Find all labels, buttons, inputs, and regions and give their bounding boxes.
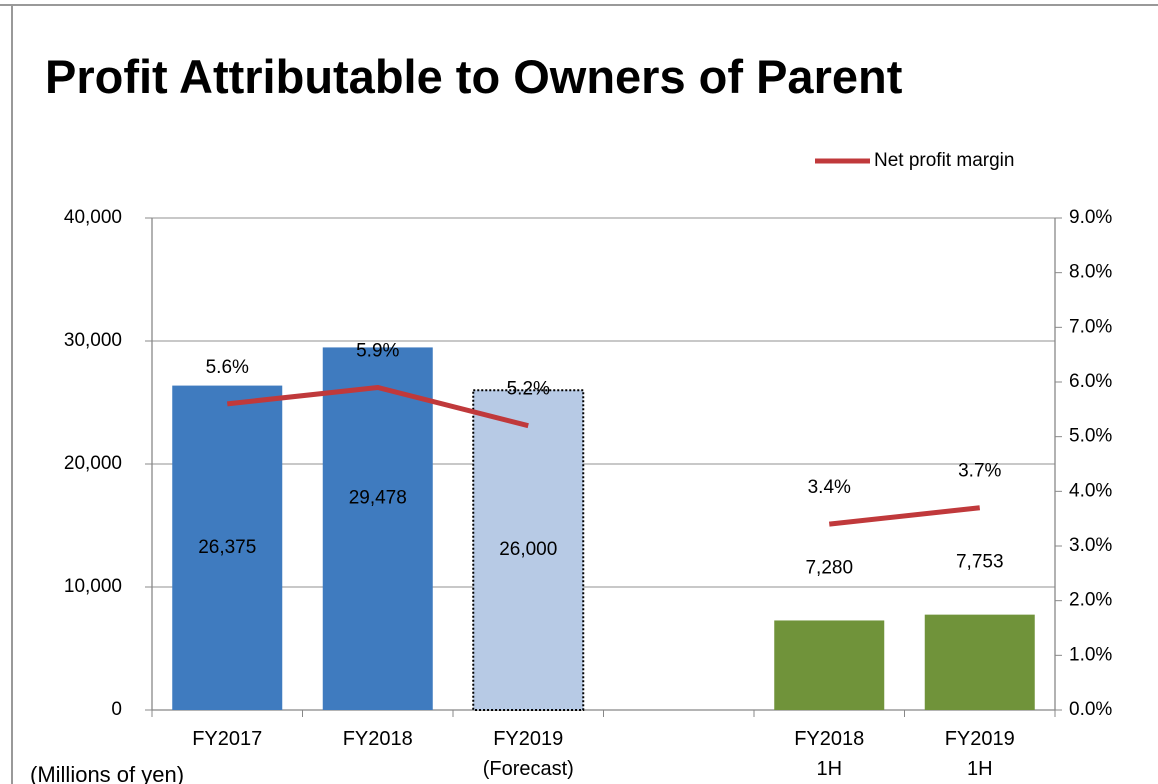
- line-value-label: 3.4%: [808, 477, 851, 498]
- bar: [924, 614, 1035, 710]
- chart-title: Profit Attributable to Owners of Parent: [45, 50, 903, 103]
- bar: [322, 347, 433, 710]
- y2-tick-label: 6.0%: [1069, 371, 1112, 392]
- bar: [774, 620, 885, 710]
- x-tick-label: FY2018 1H: [794, 728, 865, 780]
- x-tick-label: FY2019 1H: [944, 728, 1015, 780]
- line-value-label: 5.9%: [356, 340, 399, 361]
- y2-tick-label: 5.0%: [1069, 426, 1112, 447]
- y2-tick-label: 3.0%: [1069, 535, 1112, 556]
- y2-tick-label: 7.0%: [1069, 316, 1112, 337]
- x-tick-label: FY2019 (Forecast): [482, 728, 574, 780]
- y2-tick-label: 4.0%: [1069, 480, 1112, 501]
- line-value-label: 5.6%: [206, 357, 249, 378]
- bar-value-label: 26,375: [198, 537, 256, 558]
- annotation: (Millions of yen): [30, 762, 185, 784]
- line-value-label: 3.7%: [958, 461, 1001, 482]
- x-tick-label: FY2017: [192, 728, 263, 750]
- bar-value-label: 7,280: [805, 557, 853, 578]
- bar-value-label: 26,000: [499, 539, 557, 560]
- x-tick-label: FY2018: [342, 728, 413, 750]
- y2-tick-label: 0.0%: [1069, 699, 1112, 720]
- line-value-label: 5.2%: [507, 379, 550, 400]
- bar: [172, 385, 283, 710]
- line-series: [828, 505, 981, 527]
- bar: [472, 389, 585, 711]
- y-tick-label: 40,000: [64, 207, 122, 228]
- y-tick-label: 0: [111, 699, 122, 720]
- line-series: [226, 384, 529, 429]
- y2-tick-label: 2.0%: [1069, 590, 1112, 611]
- bar-value-label: 29,478: [349, 488, 407, 509]
- y-tick-label: 30,000: [64, 330, 122, 351]
- y2-tick-label: 8.0%: [1069, 262, 1112, 283]
- legend-label: Net profit margin: [874, 150, 1014, 171]
- bar-value-label: 7,753: [956, 552, 1004, 573]
- y2-tick-label: 1.0%: [1069, 644, 1112, 665]
- y-tick-label: 20,000: [64, 453, 122, 474]
- y2-tick-label: 9.0%: [1069, 207, 1112, 228]
- y-tick-label: 10,000: [64, 576, 122, 597]
